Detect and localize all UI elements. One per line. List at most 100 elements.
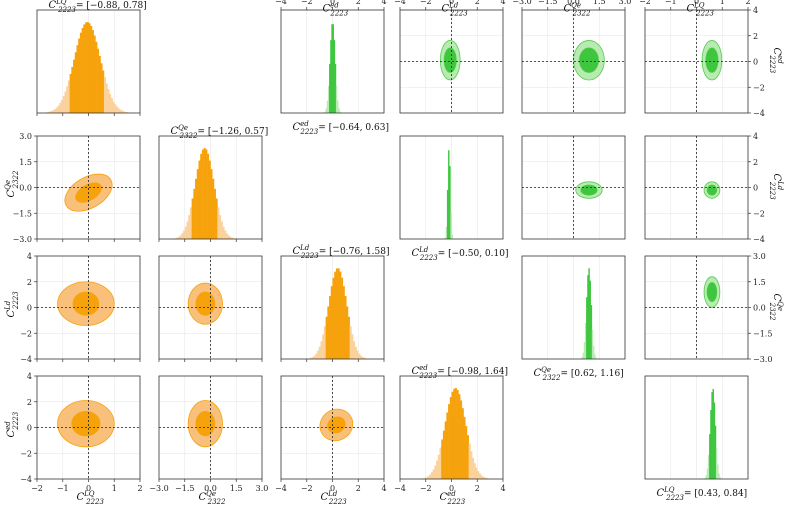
y-tick-label: 3.0 bbox=[753, 252, 766, 261]
hist-bar bbox=[103, 77, 106, 113]
contour-68 bbox=[72, 291, 100, 316]
hist-bar bbox=[50, 111, 53, 113]
hist-bar bbox=[85, 22, 88, 113]
x-tick-label: 0.0 bbox=[204, 484, 217, 493]
x-tick-label: 0 bbox=[449, 484, 454, 493]
hist-bar bbox=[217, 207, 220, 239]
x-tick-label: 1 bbox=[112, 484, 117, 493]
hist-bar bbox=[313, 355, 316, 359]
orange-marginal-panel bbox=[36, 9, 141, 116]
y-tick-label: 0.0 bbox=[753, 304, 766, 313]
x-tick-label: −3.0 bbox=[512, 0, 531, 6]
hist-bar bbox=[320, 341, 323, 359]
hist-bar bbox=[310, 357, 313, 359]
x-tick-label: 4 bbox=[500, 0, 505, 6]
orange-interval-title: CLQ 2223= [−0.88, 0.78] bbox=[49, 0, 147, 14]
hist-bar bbox=[325, 316, 328, 359]
hist-bar bbox=[215, 198, 218, 239]
hist-bar bbox=[335, 85, 338, 113]
orange-joint-panel: −4 −2 0 2 4 bbox=[20, 252, 141, 364]
x-tick-label: 2 bbox=[356, 0, 361, 6]
hist-bar bbox=[95, 41, 98, 113]
x-tick-label: −2 bbox=[639, 0, 651, 6]
hist-bar bbox=[67, 80, 70, 113]
hist-bar bbox=[713, 402, 716, 479]
x-tick-label: 2 bbox=[356, 484, 361, 493]
hist-bar bbox=[358, 353, 361, 359]
green-contour-68 bbox=[580, 184, 598, 196]
orange-interval-title: CLd 2223= [−0.76, 1.58] bbox=[293, 244, 390, 260]
hist-bar bbox=[478, 473, 481, 479]
hist-bar bbox=[332, 277, 335, 359]
x-tick-label: 1 bbox=[720, 0, 725, 6]
y-tick-label: −1.5 bbox=[13, 209, 32, 218]
x-tick-label: 1.5 bbox=[230, 484, 243, 493]
y-tick-label: −3.0 bbox=[753, 355, 772, 364]
hist-bar bbox=[196, 169, 199, 239]
hist-bar bbox=[461, 408, 464, 479]
hist-bar bbox=[186, 221, 189, 239]
hist-bar bbox=[463, 416, 466, 479]
hist-bar bbox=[595, 357, 597, 359]
hist-bar bbox=[448, 404, 451, 479]
hist-bar bbox=[354, 346, 357, 359]
x-axis-label: CLQ 2223 bbox=[77, 490, 105, 506]
hist-bar bbox=[324, 111, 326, 113]
hist-bar bbox=[117, 108, 120, 113]
y-tick-label: −3.0 bbox=[13, 235, 32, 244]
hist-bar bbox=[219, 215, 222, 239]
green-x-axis-label: CLQ 2223 bbox=[687, 2, 715, 18]
hist-bar bbox=[122, 111, 125, 113]
hist-bar bbox=[195, 178, 198, 239]
x-axis-label: Ced 2223 bbox=[440, 490, 466, 506]
y-tick-label: 0 bbox=[27, 424, 32, 433]
hist-bar bbox=[339, 111, 341, 113]
hist-bar bbox=[334, 271, 337, 359]
hist-bar bbox=[359, 355, 362, 359]
hist-bar bbox=[454, 388, 457, 479]
hist-bar bbox=[213, 188, 216, 239]
hist-bar bbox=[425, 477, 428, 479]
hist-bar bbox=[119, 109, 122, 113]
hist-bar bbox=[353, 341, 356, 359]
hist-bar bbox=[439, 447, 442, 479]
hist-bar bbox=[325, 108, 328, 113]
hist-bar bbox=[460, 400, 463, 479]
green-joint-panel: −3.0 −1.5 0.0 1.5 3.0 bbox=[512, 0, 631, 114]
green-marginal-panel bbox=[521, 255, 626, 360]
x-tick-label: −4 bbox=[394, 484, 406, 493]
hist-bar bbox=[587, 275, 589, 359]
hist-bar bbox=[706, 468, 709, 479]
x-tick-label: −4 bbox=[275, 484, 287, 493]
hist-bar bbox=[225, 233, 228, 239]
hist-bar bbox=[177, 236, 180, 239]
hist-bar bbox=[588, 268, 590, 359]
hist-bar bbox=[715, 448, 718, 479]
hist-bar bbox=[323, 326, 326, 359]
green-marginal-panel: −4 −2 0 2 4 bbox=[275, 0, 387, 114]
hist-bar bbox=[93, 35, 96, 113]
hist-bar bbox=[710, 410, 712, 479]
hist-bar bbox=[315, 353, 318, 359]
hist-bar bbox=[97, 48, 100, 113]
hist-bar bbox=[451, 391, 454, 479]
hist-bar bbox=[430, 472, 433, 479]
hist-bar bbox=[590, 305, 593, 359]
hist-bar bbox=[62, 96, 65, 113]
green-interval-title: CLQ 2223= [0.43, 0.84] bbox=[657, 486, 748, 502]
hist-bar bbox=[327, 306, 330, 359]
hist-bar bbox=[191, 198, 194, 239]
hist-bar bbox=[451, 234, 453, 239]
x-tick-label: −1 bbox=[665, 0, 677, 6]
y-tick-label: −4 bbox=[753, 109, 765, 118]
hist-bar bbox=[311, 356, 314, 359]
green-contour-68 bbox=[706, 184, 718, 196]
panel-frame bbox=[644, 375, 749, 480]
hist-bar bbox=[333, 40, 336, 113]
hist-bar bbox=[322, 334, 325, 359]
hist-bar bbox=[477, 471, 480, 479]
hist-bar bbox=[589, 280, 591, 359]
y-tick-label: 4 bbox=[753, 132, 758, 141]
hist-bar bbox=[448, 150, 450, 239]
